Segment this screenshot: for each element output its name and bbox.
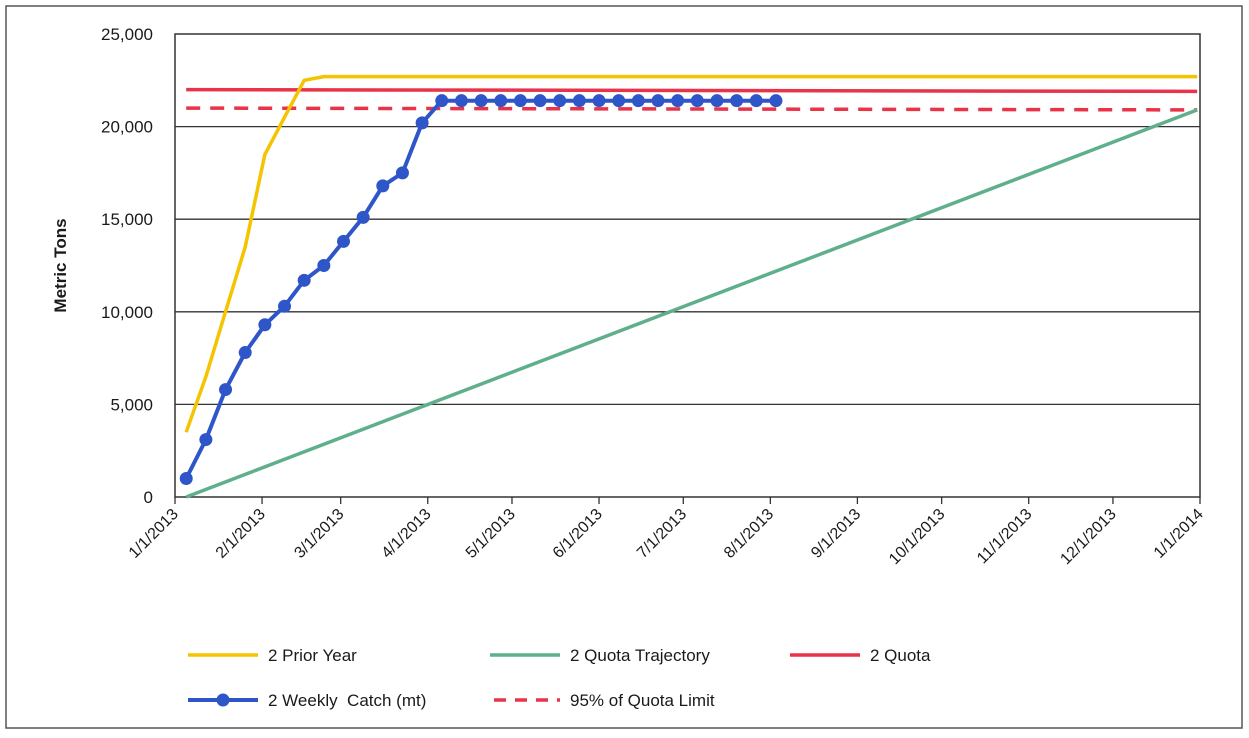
legend-marker <box>216 693 230 707</box>
data-point <box>612 94 626 108</box>
data-point <box>690 94 704 108</box>
legend-label: 2 Quota Trajectory <box>570 646 710 665</box>
legend-item-2-weekly-catch-mt: 2 Weekly Catch (mt) <box>188 691 426 710</box>
data-point <box>297 273 311 287</box>
series-layer <box>179 74 1198 499</box>
series-line-2-prior-year <box>184 74 1198 433</box>
data-point <box>238 346 252 360</box>
data-point <box>454 94 468 108</box>
legend-label: 95% of Quota Limit <box>570 691 715 710</box>
data-point <box>435 94 449 108</box>
legend-item-2-quota-trajectory: 2 Quota Trajectory <box>490 646 710 665</box>
data-point <box>710 94 724 108</box>
y-tick-label: 5,000 <box>110 395 153 414</box>
series-line-2-quota <box>186 87 1198 94</box>
legend-label: 2 Prior Year <box>268 646 357 665</box>
data-point <box>219 383 233 397</box>
legend-item-2-prior-year: 2 Prior Year <box>188 646 357 665</box>
data-point <box>730 94 744 108</box>
y-tick-label: 15,000 <box>101 210 153 229</box>
y-tick-label: 10,000 <box>101 303 153 322</box>
data-point <box>671 94 685 108</box>
data-point <box>258 318 272 332</box>
data-point <box>415 116 429 130</box>
legend: 2 Prior Year 2 Quota Trajectory 2 Quota 2 W… <box>188 646 931 710</box>
data-point <box>179 471 193 485</box>
series-line-2-quota-trajectory <box>185 108 1198 499</box>
plot-area <box>174 33 1201 498</box>
data-point <box>572 94 586 108</box>
data-point <box>533 94 547 108</box>
data-point <box>651 94 665 108</box>
chart-border <box>5 5 1243 729</box>
data-point <box>749 94 763 108</box>
legend-item-95-of-quota-limit: 95% of Quota Limit <box>494 691 715 710</box>
data-point <box>199 433 213 447</box>
legend-item-2-quota: 2 Quota <box>790 646 931 665</box>
gridlines <box>174 33 1201 498</box>
legend-label: 2 Weekly Catch (mt) <box>268 691 426 710</box>
data-point <box>317 259 331 272</box>
data-point <box>376 179 390 193</box>
y-tick-label: 25,000 <box>101 25 153 44</box>
data-point <box>278 299 292 313</box>
data-point <box>395 166 409 180</box>
data-point <box>769 94 783 108</box>
data-point <box>474 94 488 108</box>
data-point <box>513 94 527 108</box>
data-point <box>494 94 508 108</box>
data-point <box>631 94 645 108</box>
legend-label: 2 Quota <box>870 646 931 665</box>
y-tick-label: 0 <box>144 488 153 507</box>
data-point <box>356 210 370 224</box>
y-tick-label: 20,000 <box>101 118 153 137</box>
series-line-95-of-quota-limit <box>186 106 1198 112</box>
data-point <box>592 94 606 108</box>
y-axis-label: Metric Tons <box>51 218 70 312</box>
data-point <box>336 234 350 248</box>
data-point <box>553 94 567 108</box>
